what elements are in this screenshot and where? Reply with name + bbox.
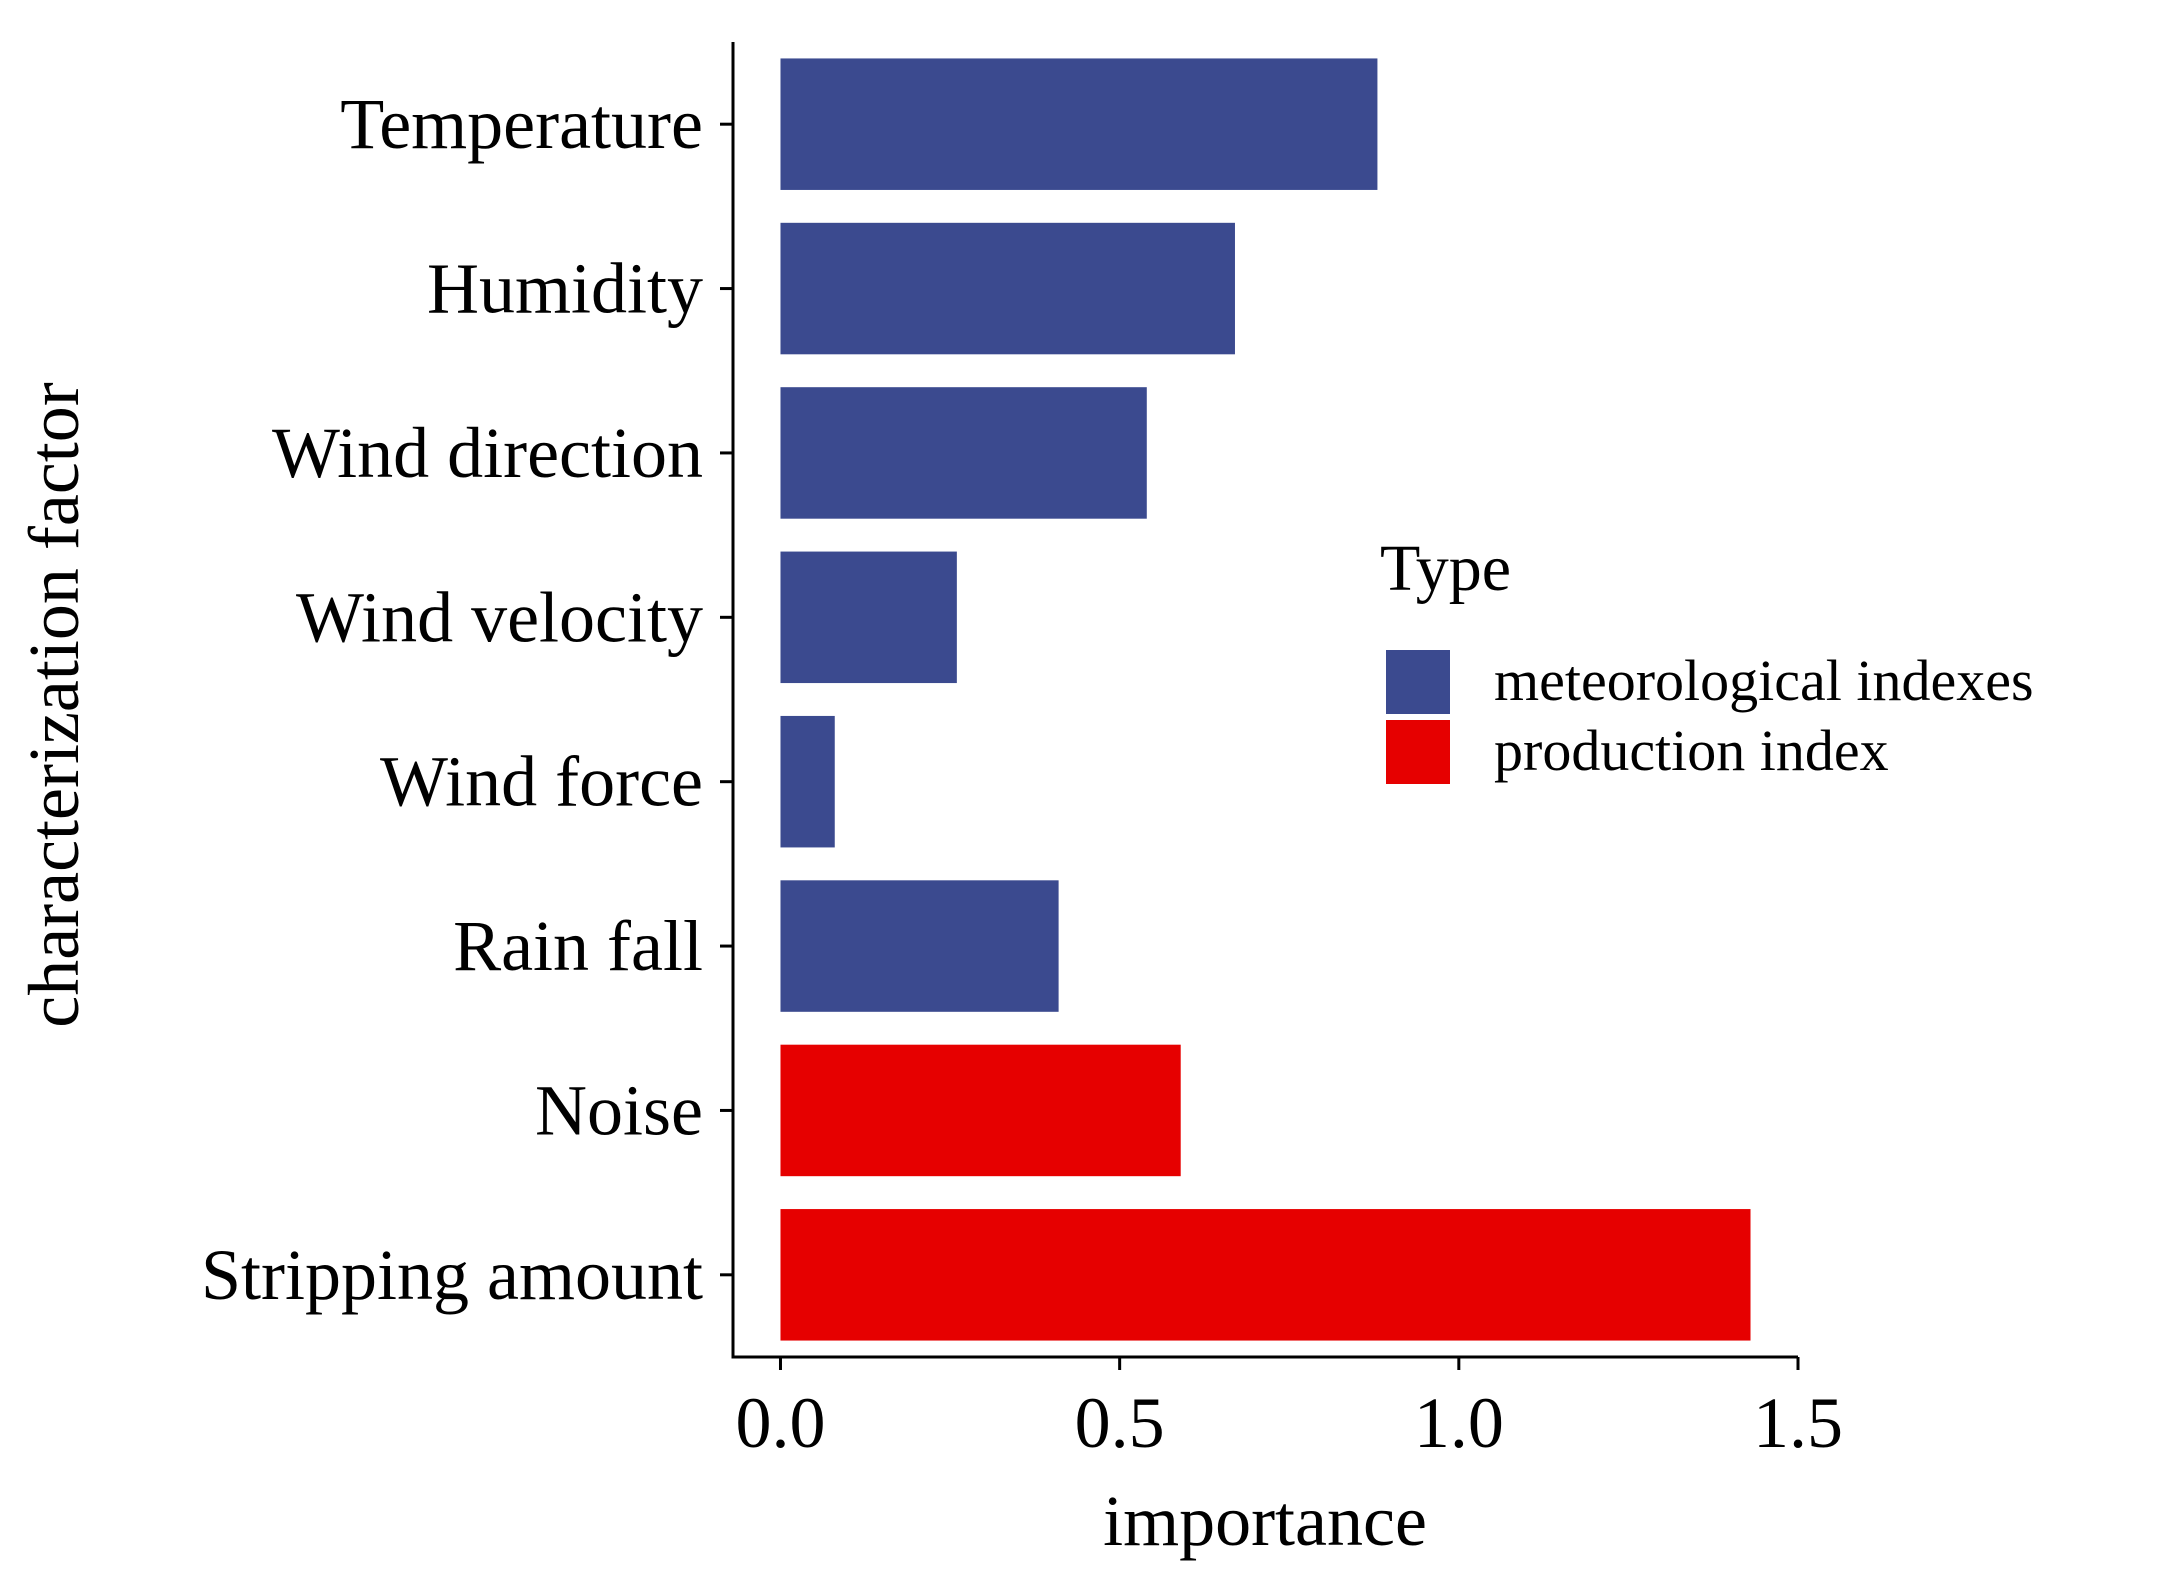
legend-label: production index (1494, 718, 1889, 783)
bar-rain-fall (780, 880, 1059, 1012)
y-tick-label: Wind direction (272, 413, 703, 493)
x-tick-label: 0.5 (1075, 1383, 1165, 1463)
y-axis-label: characterization factor (14, 382, 94, 1028)
bar-wind-force (780, 715, 835, 848)
y-tick-label: Noise (535, 1070, 703, 1150)
y-tick-label: Rain fall (453, 906, 703, 986)
legend-title: Type (1380, 532, 1511, 605)
x-tick-label: 1.0 (1414, 1383, 1504, 1463)
bar-wind-velocity (780, 551, 957, 684)
y-tick-label: Humidity (427, 249, 703, 329)
bar-wind-direction (780, 387, 1147, 519)
x-ticks-group: 0.0 0.5 1.0 1.5 (735, 1357, 1843, 1463)
y-tick-label: Wind velocity (296, 577, 703, 657)
bar-humidity (780, 222, 1235, 355)
x-tick-label: 1.5 (1753, 1383, 1843, 1463)
legend-swatch (1386, 720, 1450, 784)
bars-group (780, 58, 1751, 1341)
legend-label: meteorological indexes (1494, 648, 2034, 713)
y-tick-label: Wind force (380, 742, 703, 822)
x-tick-label: 0.0 (735, 1383, 825, 1463)
x-axis-label: importance (1103, 1481, 1427, 1561)
bar-noise (780, 1044, 1181, 1177)
legend-swatch (1386, 650, 1450, 714)
y-ticks-group: Temperature Humidity Wind direction Wind ve… (201, 84, 733, 1315)
bar-stripping-amount (780, 1209, 1751, 1341)
y-tick-label: Temperature (340, 84, 703, 164)
bar-temperature (780, 58, 1378, 190)
y-tick-label: Stripping amount (201, 1235, 703, 1315)
